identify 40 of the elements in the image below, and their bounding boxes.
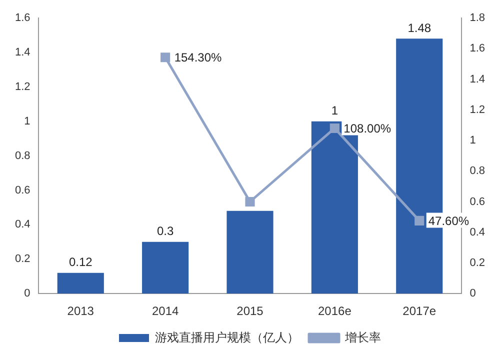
y2-tick-label: 0: [470, 288, 476, 300]
data-label: 47.60%: [428, 214, 470, 228]
y-tick-label: 1.2: [14, 80, 30, 93]
legend-label: 增长率: [344, 330, 381, 344]
point: [160, 52, 170, 62]
y2-tick-label: 0.4: [470, 226, 486, 238]
y2-tick-label: 1.8: [470, 12, 486, 24]
data-label: 0.3: [156, 224, 174, 238]
x-tick-label: 2013: [67, 304, 94, 318]
y2-tick-label: 0.8: [470, 165, 486, 178]
bar: [57, 272, 104, 294]
data-label: 108.00%: [344, 122, 392, 136]
y2-tick-label: 1.6: [470, 42, 486, 55]
x-tick-label: 2014: [152, 304, 179, 318]
bar: [142, 242, 189, 294]
point: [414, 216, 424, 226]
y2-tick-label: 1.4: [470, 73, 486, 86]
y-tick-label: 0.8: [14, 150, 30, 162]
data-label: 154.30%: [174, 50, 222, 65]
y-tick-label: 0: [24, 288, 30, 300]
y-tick-label: 0.6: [14, 184, 30, 196]
data-label: 0.12: [68, 255, 93, 270]
point: [245, 196, 255, 207]
legend-label: 游戏直播用户规模（亿人）: [155, 330, 299, 344]
y-tick-label: 1.6: [14, 12, 30, 24]
x-tick-label: 2016e: [318, 304, 352, 318]
y-tick-label: 1.4: [14, 46, 30, 58]
data-label: 1: [331, 104, 338, 118]
y2-tick-label: 0.6: [470, 196, 486, 208]
y2-tick-label: 0.2: [470, 257, 486, 270]
y-tick-label: 0.2: [14, 253, 30, 266]
y2-tick-label: 1: [470, 134, 476, 147]
data-label: 1.48: [408, 20, 432, 35]
y2-tick-label: 1.2: [470, 104, 486, 116]
y-tick-label: 1: [24, 115, 30, 128]
x-tick-label: 2017e: [402, 304, 436, 318]
point: [330, 123, 340, 134]
x-tick-label: 2015: [236, 304, 264, 318]
bar: [226, 210, 274, 294]
y-tick-label: 0.4: [14, 218, 30, 231]
